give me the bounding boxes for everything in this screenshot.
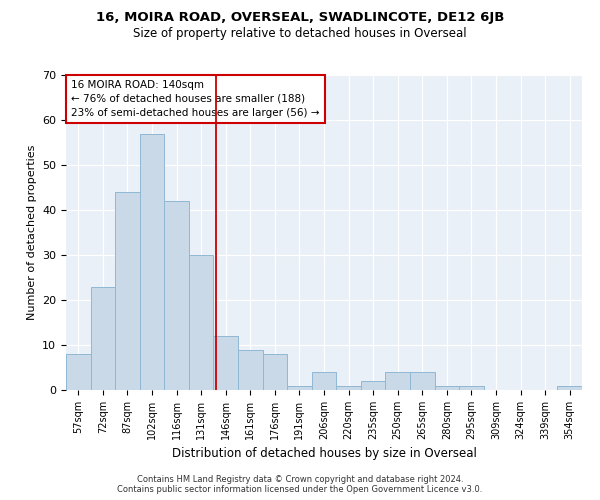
- Bar: [410, 372, 434, 390]
- X-axis label: Distribution of detached houses by size in Overseal: Distribution of detached houses by size …: [172, 448, 476, 460]
- Text: Contains HM Land Registry data © Crown copyright and database right 2024.
Contai: Contains HM Land Registry data © Crown c…: [118, 474, 482, 494]
- Text: 16 MOIRA ROAD: 140sqm
← 76% of detached houses are smaller (188)
23% of semi-det: 16 MOIRA ROAD: 140sqm ← 76% of detached …: [71, 80, 320, 118]
- Bar: [66, 354, 91, 390]
- Bar: [91, 286, 115, 390]
- Bar: [459, 386, 484, 390]
- Bar: [361, 381, 385, 390]
- Bar: [287, 386, 312, 390]
- Bar: [115, 192, 140, 390]
- Bar: [164, 201, 189, 390]
- Text: Size of property relative to detached houses in Overseal: Size of property relative to detached ho…: [133, 27, 467, 40]
- Bar: [140, 134, 164, 390]
- Bar: [312, 372, 336, 390]
- Bar: [557, 386, 582, 390]
- Bar: [238, 350, 263, 390]
- Bar: [336, 386, 361, 390]
- Text: 16, MOIRA ROAD, OVERSEAL, SWADLINCOTE, DE12 6JB: 16, MOIRA ROAD, OVERSEAL, SWADLINCOTE, D…: [96, 12, 504, 24]
- Bar: [385, 372, 410, 390]
- Bar: [214, 336, 238, 390]
- Bar: [189, 255, 214, 390]
- Y-axis label: Number of detached properties: Number of detached properties: [26, 145, 37, 320]
- Bar: [263, 354, 287, 390]
- Bar: [434, 386, 459, 390]
